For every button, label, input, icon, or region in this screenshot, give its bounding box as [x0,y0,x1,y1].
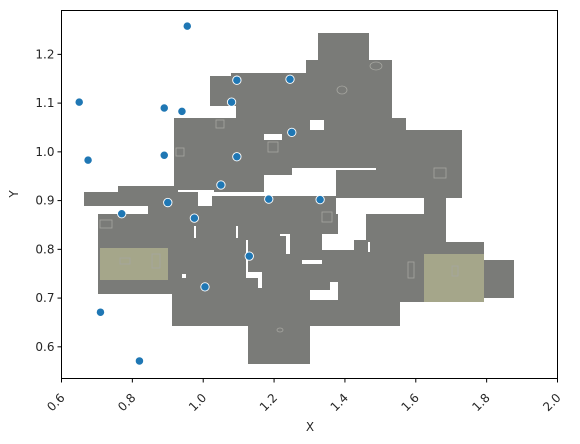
x-axis: 0.6 0.8 1.0 1.2 1.4 1.6 1.8 2.0 [44,378,564,414]
y-tick-label: 1.1 [35,96,54,110]
x-tick-label: 0.6 [44,391,67,414]
scatter-points [74,21,325,366]
map-background [84,33,514,364]
y-axis-label: Y [7,190,21,199]
scatter-point [159,150,169,160]
x-tick-label: 1.6 [399,391,422,414]
y-tick-label: 0.7 [35,291,54,305]
y-tick-label: 0.6 [35,340,54,354]
scatter-point [189,213,200,223]
scatter-point [83,155,93,165]
x-tick-label: 2.0 [540,391,563,414]
scatter-point [264,194,274,204]
x-axis-label: X [306,420,314,434]
scatter-point [315,194,325,205]
scatter-point [287,127,297,138]
scatter-point [232,75,242,85]
y-tick-label: 0.9 [35,194,54,208]
scatter-point [177,106,187,117]
scatter-point [182,21,192,31]
y-tick-label: 0.8 [35,242,54,256]
x-tick-label: 1.2 [257,391,280,414]
y-tick-label: 1.0 [35,145,54,159]
scatter-point [163,197,173,208]
scatter-point [117,209,127,219]
y-tick-label: 1.2 [35,47,54,61]
scatter-point [159,103,169,113]
x-tick-label: 0.8 [115,391,138,414]
scatter-point [232,152,242,162]
x-tick-label: 1.0 [186,391,209,414]
scatter-point [134,356,145,366]
scatter-point [216,180,226,190]
x-tick-label: 1.8 [469,391,492,414]
scatter-point [200,282,210,292]
scatter-point [95,307,106,317]
scatter-point [285,74,295,84]
scatter-point [226,97,237,107]
plot-frame [61,10,558,379]
scatter-point [244,251,254,261]
y-axis: 0.6 0.7 0.8 0.9 1.0 1.1 1.2 [35,47,62,354]
x-tick-label: 1.4 [328,391,351,414]
scatter-point [74,97,84,107]
